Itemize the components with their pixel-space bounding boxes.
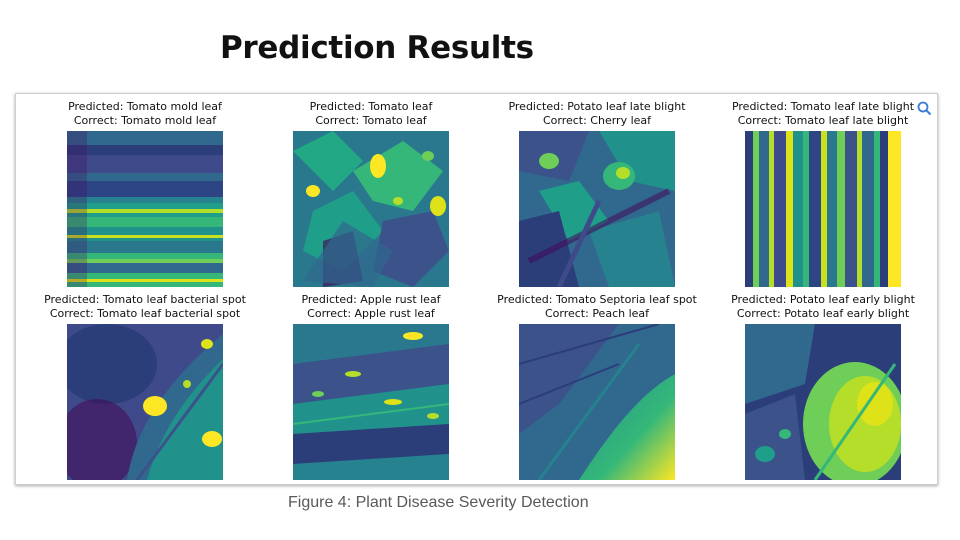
predicted-label: Predicted: Potato leaf late blight — [508, 100, 686, 113]
leaf-image — [745, 324, 901, 480]
slide-title: Prediction Results — [220, 30, 534, 66]
prediction-panel-5: Predicted: Tomato leaf bacterial spot Co… — [35, 293, 255, 480]
leaf-image — [67, 131, 223, 287]
predicted-label: Predicted: Tomato leaf bacterial spot — [44, 293, 246, 306]
prediction-panel-3: Predicted: Potato leaf late blight Corre… — [487, 100, 707, 287]
prediction-panel-1: Predicted: Tomato mold leaf Correct: Tom… — [35, 100, 255, 287]
prediction-figure: Predicted: Tomato mold leaf Correct: Tom… — [15, 93, 938, 485]
leaf-image — [293, 131, 449, 287]
correct-label: Correct: Tomato leaf bacterial spot — [49, 307, 241, 320]
predicted-label: Predicted: Tomato leaf late blight — [731, 100, 915, 113]
correct-label: Correct: Tomato mold leaf — [73, 114, 217, 127]
predicted-label: Predicted: Apple rust leaf — [301, 293, 441, 306]
prediction-panel-8: Predicted: Potato leaf early blight Corr… — [713, 293, 933, 480]
leaf-image — [293, 324, 449, 480]
correct-label: Correct: Apple rust leaf — [307, 307, 435, 320]
predicted-label: Predicted: Tomato leaf — [309, 100, 433, 113]
figure-caption: Figure 4: Plant Disease Severity Detecti… — [288, 494, 589, 511]
leaf-image — [67, 324, 223, 480]
leaf-image — [519, 324, 675, 480]
prediction-panel-4: Predicted: Tomato leaf late blight Corre… — [713, 100, 933, 287]
predicted-label: Predicted: Potato leaf early blight — [731, 293, 915, 306]
correct-label: Correct: Peach leaf — [544, 307, 650, 320]
leaf-image — [745, 131, 901, 287]
prediction-panel-2: Predicted: Tomato leaf Correct: Tomato l… — [261, 100, 481, 287]
correct-label: Correct: Cherry leaf — [542, 114, 652, 127]
correct-label: Correct: Tomato leaf late blight — [737, 114, 909, 127]
prediction-panel-7: Predicted: Tomato Septoria leaf spot Cor… — [487, 293, 707, 480]
leaf-image — [519, 131, 675, 287]
predicted-label: Predicted: Tomato Septoria leaf spot — [497, 293, 697, 306]
prediction-panel-6: Predicted: Apple rust leaf Correct: Appl… — [261, 293, 481, 480]
predicted-label: Predicted: Tomato mold leaf — [68, 100, 222, 113]
zoom-icon[interactable] — [916, 100, 932, 116]
correct-label: Correct: Potato leaf early blight — [736, 307, 910, 320]
correct-label: Correct: Tomato leaf — [315, 114, 427, 127]
